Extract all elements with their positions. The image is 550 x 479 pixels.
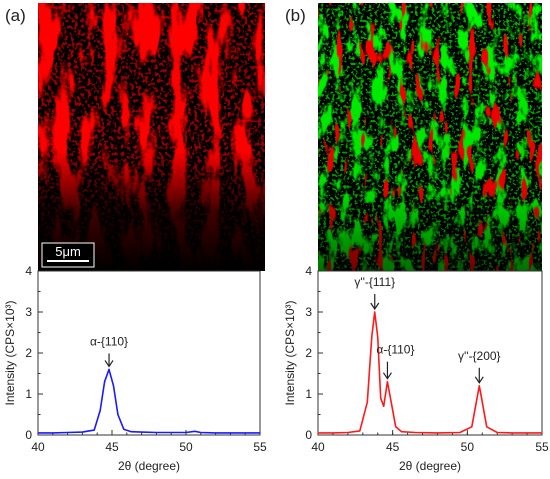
data-point bbox=[366, 401, 368, 403]
data-point bbox=[436, 432, 439, 434]
data-point bbox=[475, 401, 477, 403]
data-point bbox=[130, 431, 132, 433]
y-tick-label: 2 bbox=[25, 346, 32, 360]
data-point bbox=[371, 336, 373, 338]
annotation-arrowhead bbox=[370, 302, 380, 311]
data-point bbox=[471, 426, 473, 428]
data-point bbox=[259, 432, 261, 434]
data-point bbox=[414, 431, 416, 434]
plot-frame bbox=[37, 270, 261, 436]
y-tick-label: 1 bbox=[305, 387, 312, 401]
data-point bbox=[541, 432, 543, 434]
data-point bbox=[81, 431, 83, 433]
micrograph-b bbox=[318, 3, 542, 271]
data-point bbox=[108, 368, 110, 370]
y-axis-label: Intensity (CPS×10³) bbox=[283, 300, 297, 405]
data-point bbox=[244, 432, 246, 434]
data-point bbox=[141, 431, 143, 433]
annotation-arrowhead bbox=[382, 372, 392, 380]
y-tick-label: 3 bbox=[25, 305, 32, 319]
x-tick-label: 40 bbox=[311, 440, 325, 454]
data-point bbox=[215, 432, 217, 434]
data-point bbox=[37, 432, 39, 434]
data-point bbox=[390, 401, 392, 403]
data-point bbox=[401, 431, 403, 433]
x-tick-label: 45 bbox=[105, 440, 119, 454]
data-point bbox=[478, 385, 480, 387]
data-point bbox=[93, 429, 95, 431]
series-line bbox=[318, 311, 542, 434]
data-point bbox=[194, 430, 196, 432]
peak-annotation: γ''-{200} bbox=[458, 349, 501, 363]
x-tick-label: 45 bbox=[386, 440, 400, 454]
y-tick-label: 4 bbox=[305, 264, 312, 278]
scale-bar: 5μm bbox=[41, 242, 95, 268]
data-point bbox=[486, 426, 488, 428]
data-point bbox=[380, 397, 382, 399]
y-tick-label: 2 bbox=[305, 346, 312, 360]
peak-annotation: α-{110} bbox=[90, 334, 128, 348]
data-point bbox=[67, 431, 69, 434]
x-tick-label: 50 bbox=[179, 440, 193, 454]
y-tick-label: 4 bbox=[25, 264, 32, 278]
scale-bar-label: 5μm bbox=[55, 244, 81, 259]
data-point bbox=[526, 432, 528, 434]
y-tick-label: 3 bbox=[305, 305, 312, 319]
data-point bbox=[200, 431, 202, 434]
data-point bbox=[112, 385, 115, 387]
data-point bbox=[481, 401, 483, 403]
plot-frame bbox=[317, 270, 543, 436]
micrograph-b-phase-map bbox=[318, 3, 542, 271]
peak-annotation: γ''-{111} bbox=[354, 275, 395, 289]
data-point bbox=[99, 409, 101, 411]
chart-b: (b) 40 45 50 55 0 1 2 3 4 2θ (degree) Intensity (C… bbox=[283, 6, 549, 473]
data-point bbox=[383, 405, 385, 407]
micrograph-a: 5μm bbox=[38, 3, 265, 271]
data-point bbox=[317, 432, 319, 434]
data-point bbox=[332, 432, 334, 434]
data-point bbox=[496, 431, 498, 434]
data-point bbox=[459, 431, 461, 434]
data-point bbox=[52, 432, 54, 434]
chart-a: (a) 40 45 50 55 0 1 2 3 4 2θ (degree) Intensity (C… bbox=[3, 6, 267, 473]
peak-annotation: α-{110} bbox=[376, 343, 414, 357]
data-point bbox=[170, 431, 172, 434]
data-point bbox=[123, 428, 125, 430]
panel-label-a: (a) bbox=[5, 6, 26, 25]
annotation-arrowhead bbox=[474, 376, 484, 384]
y-tick-label: 0 bbox=[305, 428, 312, 442]
y-axis-label: Intensity (CPS×10³) bbox=[3, 300, 17, 405]
series-line bbox=[38, 368, 260, 434]
data-point bbox=[347, 431, 349, 434]
data-point bbox=[229, 432, 231, 434]
x-axis-label: 2θ (degree) bbox=[399, 459, 461, 473]
x-tick-label: 40 bbox=[31, 440, 45, 454]
data-point bbox=[359, 430, 361, 432]
data-point bbox=[395, 426, 397, 428]
panel-label-b: (b) bbox=[285, 6, 306, 25]
data-point bbox=[104, 381, 106, 383]
data-point bbox=[185, 431, 187, 434]
data-point bbox=[155, 431, 157, 434]
y-tick-label: 0 bbox=[25, 428, 32, 442]
x-tick-label: 55 bbox=[535, 440, 549, 454]
micrograph-a-phase-map: 5μm bbox=[38, 3, 265, 271]
x-axis-label: 2θ (degree) bbox=[118, 459, 180, 473]
data-point bbox=[374, 311, 376, 313]
data-point bbox=[386, 381, 389, 383]
annotation-arrowhead bbox=[104, 360, 114, 368]
y-tick-label: 1 bbox=[25, 387, 32, 401]
x-tick-label: 50 bbox=[461, 440, 475, 454]
x-tick-label: 55 bbox=[253, 440, 267, 454]
data-point bbox=[511, 432, 513, 434]
data-point bbox=[377, 336, 379, 338]
data-point bbox=[117, 413, 119, 416]
